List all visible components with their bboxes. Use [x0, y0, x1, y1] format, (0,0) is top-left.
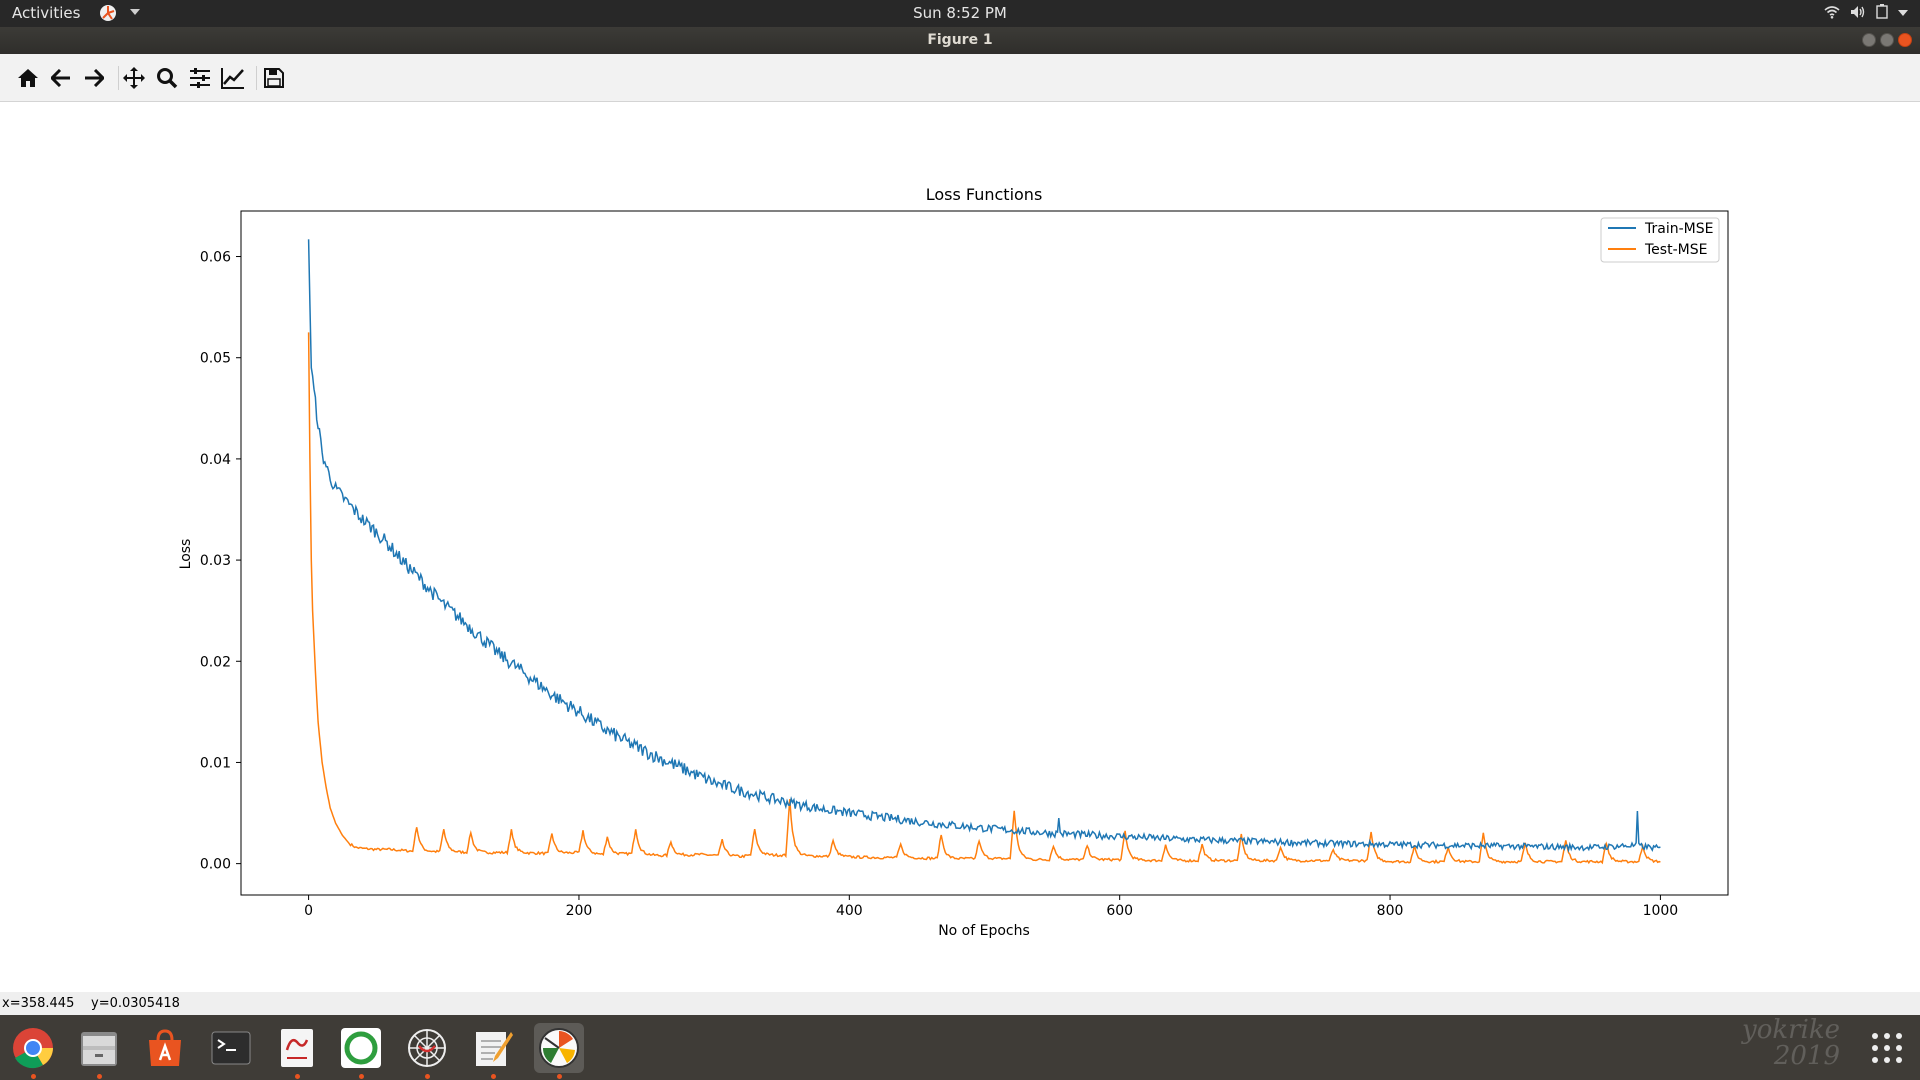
- pan-icon: [123, 67, 145, 89]
- files-icon: [81, 1032, 117, 1066]
- back-button[interactable]: [47, 64, 75, 92]
- window-titlebar[interactable]: Figure 1: [0, 27, 1920, 54]
- legend-label-train: Train-MSE: [1644, 221, 1713, 237]
- cursor-y-readout: y=0.0305418: [91, 996, 180, 1011]
- configure-subplots-icon: [190, 68, 210, 88]
- web-icon: [408, 1029, 446, 1067]
- y-axis-ticks: 0.00 0.01 0.02 0.03 0.04 0.05 0.06: [200, 250, 241, 873]
- y-tick-label: 0.03: [200, 553, 231, 569]
- plot-area: [240, 210, 1729, 896]
- back-arrow-icon: [51, 69, 70, 87]
- wifi-icon: [1824, 5, 1840, 19]
- pan-button[interactable]: [120, 64, 148, 92]
- series-line-test-mse: [307, 332, 1661, 865]
- clock[interactable]: Sun 8:52 PM: [913, 4, 1007, 22]
- show-applications-button[interactable]: [1862, 1023, 1912, 1073]
- system-tray[interactable]: [1824, 4, 1908, 19]
- cursor-x-readout: x=358.445: [2, 996, 75, 1011]
- app-menu-caret-icon[interactable]: [130, 9, 140, 15]
- series-line-train-mse: [307, 239, 1661, 853]
- window-controls: [1862, 33, 1912, 47]
- terminal-icon: [211, 1031, 251, 1065]
- dock-files[interactable]: [74, 1023, 124, 1079]
- figure-toolbar: [0, 54, 1920, 102]
- dock-software-center[interactable]: [140, 1023, 190, 1073]
- dock-web[interactable]: [402, 1023, 452, 1079]
- zoom-icon: [157, 68, 178, 89]
- zoom-button[interactable]: [153, 64, 181, 92]
- y-tick-label: 0.00: [200, 857, 231, 873]
- dock: yokrike 2019: [0, 1015, 1920, 1080]
- x-tick-label: 0: [304, 903, 313, 919]
- chart-title: Loss Functions: [926, 185, 1043, 204]
- running-indicator: [491, 1074, 496, 1079]
- x-tick-label: 400: [836, 903, 863, 919]
- volume-icon: [1851, 5, 1865, 18]
- y-tick-label: 0.01: [200, 755, 231, 771]
- running-indicator: [359, 1074, 364, 1079]
- minimize-button[interactable]: [1862, 33, 1876, 47]
- figure-app-icon: [539, 1028, 579, 1068]
- x-tick-label: 600: [1106, 903, 1133, 919]
- legend: Train-MSE Test-MSE: [1600, 217, 1720, 263]
- configure-subplots-button[interactable]: [186, 64, 214, 92]
- x-tick-label: 800: [1377, 903, 1404, 919]
- running-indicator: [31, 1074, 36, 1079]
- x-tick-label: 200: [566, 903, 593, 919]
- system-menu-caret-icon: [1898, 9, 1908, 16]
- chrome-icon: [13, 1028, 53, 1069]
- text-editor-icon: [476, 1032, 513, 1066]
- loss-chart[interactable]: Loss Functions 0 200 400 600 800 1000 0.000.0…: [0, 102, 1920, 992]
- save-button[interactable]: [260, 64, 288, 92]
- document-viewer-icon: [281, 1029, 313, 1067]
- y-axis-label: Loss: [178, 539, 194, 570]
- system-top-bar: Activities Sun 8:52 PM: [0, 0, 1920, 27]
- running-indicator: [557, 1074, 562, 1079]
- y-tick-label: 0.04: [200, 452, 231, 468]
- wallpaper-signature: yokrike 2019: [1742, 1015, 1840, 1071]
- maximize-button[interactable]: [1880, 33, 1894, 47]
- home-button[interactable]: [14, 64, 42, 92]
- app-menu-icon[interactable]: [98, 3, 118, 23]
- software-center-icon: [149, 1029, 181, 1066]
- x-tick-label: 1000: [1643, 903, 1679, 919]
- circle-app-icon: [341, 1028, 381, 1068]
- x-axis-label: No of Epochs: [938, 923, 1030, 939]
- dock-terminal[interactable]: [206, 1023, 256, 1073]
- edit-axis-icon: [221, 68, 244, 89]
- dock-document-viewer[interactable]: [272, 1023, 322, 1079]
- activities-button[interactable]: Activities: [12, 4, 81, 22]
- toolbar-separator: [256, 66, 257, 90]
- coordinate-statusbar: x=358.445 y=0.0305418: [0, 992, 1920, 1015]
- battery-icon: [1876, 4, 1888, 19]
- dock-circle-app[interactable]: [336, 1023, 386, 1079]
- forward-arrow-icon: [85, 69, 104, 87]
- dock-chrome[interactable]: [8, 1023, 58, 1079]
- dock-text-editor[interactable]: [468, 1023, 518, 1079]
- app-grid-icon: [1872, 1033, 1902, 1063]
- home-icon: [18, 69, 38, 87]
- close-button[interactable]: [1898, 33, 1912, 47]
- dock-figure-app[interactable]: [534, 1023, 584, 1079]
- running-indicator: [295, 1074, 300, 1079]
- running-indicator: [97, 1074, 102, 1079]
- y-tick-label: 0.06: [200, 250, 231, 266]
- legend-label-test: Test-MSE: [1644, 242, 1707, 258]
- running-indicator: [425, 1074, 430, 1079]
- figure-canvas[interactable]: Loss Functions 0 200 400 600 800 1000 0.00 0.0…: [0, 102, 1920, 992]
- window-title: Figure 1: [927, 32, 993, 48]
- x-axis-ticks: 0 200 400 600 800 1000: [304, 895, 1678, 919]
- save-icon: [264, 68, 284, 88]
- edit-axis-button[interactable]: [219, 64, 247, 92]
- toolbar-separator: [118, 66, 119, 90]
- y-tick-label: 0.05: [200, 351, 231, 367]
- series-layer: [307, 239, 1661, 865]
- forward-button[interactable]: [80, 64, 108, 92]
- y-tick-label: 0.02: [200, 654, 231, 670]
